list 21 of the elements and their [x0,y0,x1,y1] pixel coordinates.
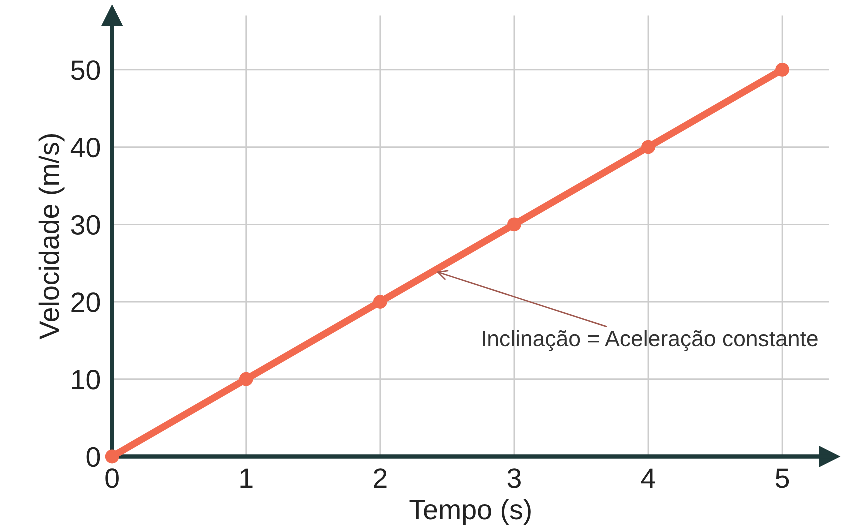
x-tick-label: 4 [641,468,656,488]
y-tick-label: 40 [70,138,100,158]
y-tick-label: 0 [86,447,100,468]
point [642,140,656,154]
point [776,62,790,77]
x-axis-title: Tempo (s) [410,499,531,525]
x-tick-label: 5 [776,468,790,488]
point [105,450,120,464]
point [373,295,388,309]
point [239,372,254,386]
x-tick-label: 3 [508,468,521,488]
y-tick-label: 50 [71,60,100,80]
x-tick-label: 2 [374,468,387,488]
y-axis-title: Velocidade (m/s) [38,134,65,340]
y-tick-label: 20 [72,292,100,312]
point [508,218,522,232]
x-tick-label: 1 [240,468,253,488]
y-tick-label: 30 [71,215,100,235]
annotation: Inclinação = Aceleração constante [482,330,818,352]
x-tick-label: 0 [106,468,119,488]
y-tick-label: 10 [72,370,100,390]
